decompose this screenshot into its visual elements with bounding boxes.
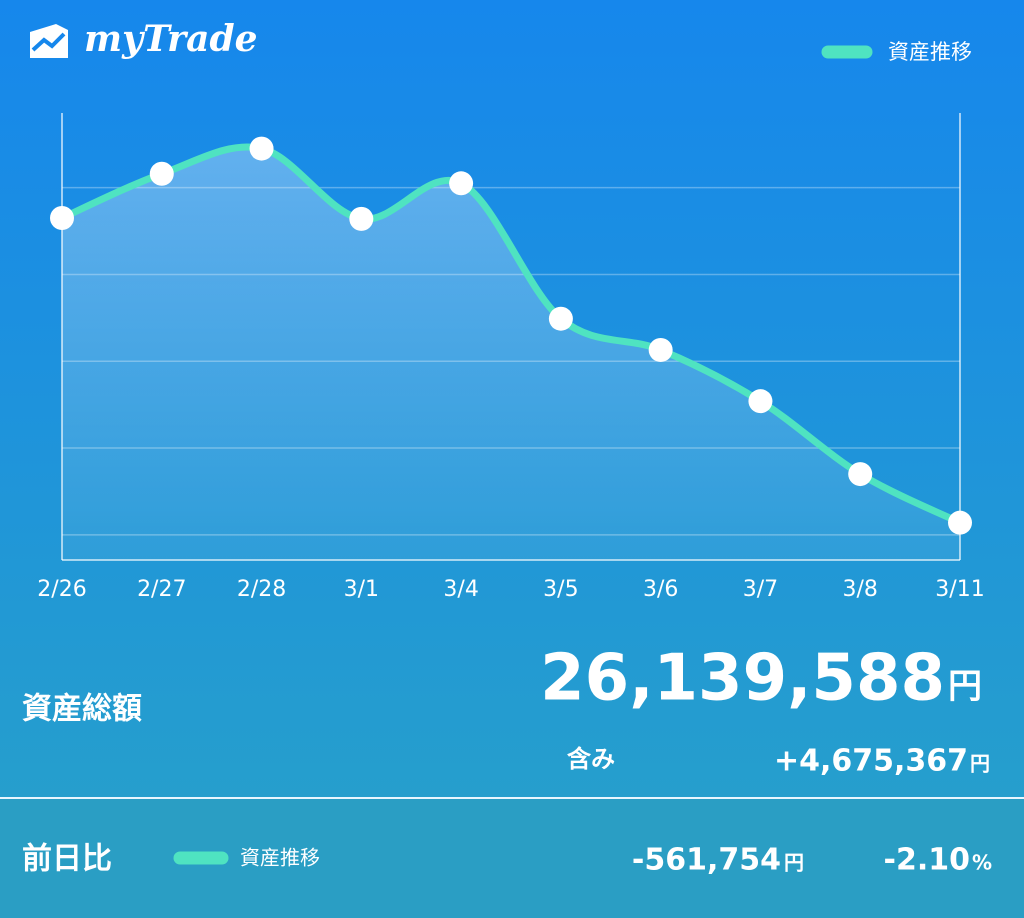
change-unit: 円 — [784, 851, 804, 875]
point — [848, 462, 873, 487]
change-value: -561,754 — [632, 843, 781, 878]
x-tick-label: 3/5 — [543, 577, 578, 602]
app-name: myTrade — [84, 18, 258, 60]
change-pct: -2.10 — [884, 843, 970, 878]
unrealized-label: 含み — [567, 745, 615, 773]
x-tick-label: 3/8 — [843, 577, 878, 602]
point — [249, 136, 274, 161]
total-label: 資産総額 — [22, 692, 142, 727]
unrealized-unit: 円 — [970, 752, 990, 776]
point — [349, 206, 374, 231]
logo-icon — [30, 24, 68, 58]
change-legend: 資産推移 — [240, 846, 320, 870]
point — [948, 510, 972, 535]
x-tick-label: 3/1 — [344, 577, 379, 602]
line — [58, 143, 964, 527]
change-pct-unit: % — [972, 851, 992, 875]
x-tick-label: 3/7 — [743, 577, 778, 602]
point — [449, 171, 474, 196]
x-tick-label: 3/6 — [643, 577, 678, 602]
legend-label: 資産推移 — [888, 40, 972, 64]
total-unit: 円 — [948, 667, 982, 707]
chart: 2/26 2/27 2/28 3/1 3/4 3/5 3/6 3/7 3/8 3/11 資産推移 — [37, 40, 984, 602]
point — [149, 161, 174, 186]
unrealized-value: +4,675,367 — [774, 744, 968, 779]
total-value: 26,139,588 — [540, 642, 945, 716]
x-tick-label: 3/4 — [443, 577, 478, 602]
x-tick-label: 2/26 — [37, 577, 86, 602]
point — [50, 206, 74, 231]
point — [648, 337, 673, 362]
point — [548, 306, 573, 331]
area — [62, 147, 960, 560]
point — [748, 389, 773, 414]
x-tick-label: 2/27 — [137, 577, 186, 602]
x-tick-label: 3/11 — [935, 577, 984, 602]
footer-band — [0, 799, 1024, 918]
x-tick-label: 2/28 — [237, 577, 286, 602]
change-label: 前日比 — [22, 842, 112, 877]
